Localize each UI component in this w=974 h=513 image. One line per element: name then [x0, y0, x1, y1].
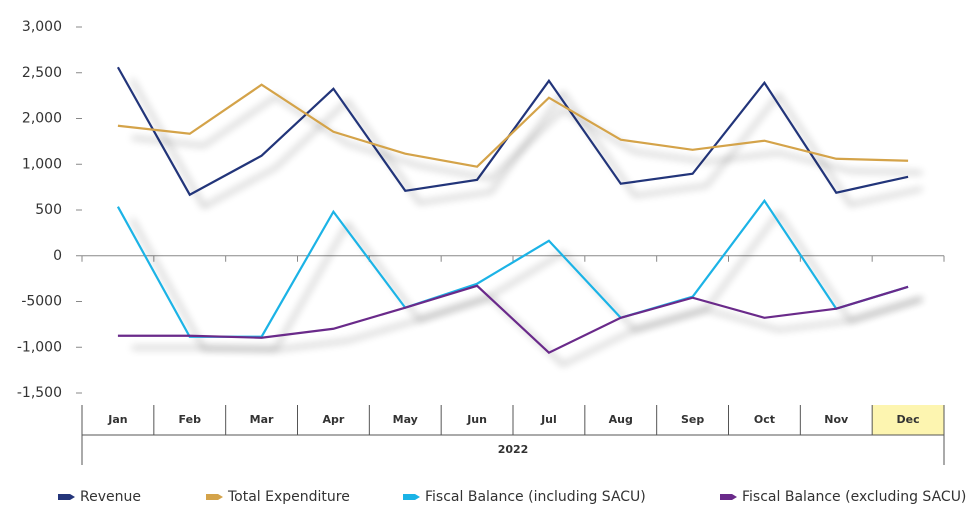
- legend-swatch: [403, 494, 420, 500]
- y-tick-label: -1,000: [17, 339, 62, 355]
- x-tick-label: Jan: [107, 413, 127, 426]
- x-tick-label: Sep: [681, 413, 704, 426]
- x-tick-label: Jul: [540, 413, 557, 426]
- legend-swatch: [720, 494, 737, 500]
- legend-label: Revenue: [80, 489, 141, 505]
- y-tick-label: 1,000: [22, 156, 62, 172]
- y-tick-label: -1,500: [17, 385, 62, 401]
- y-tick-label: 500: [35, 202, 62, 218]
- series-line: [117, 83, 909, 168]
- x-tick-label: Aug: [609, 413, 633, 426]
- legend-label: Total Expenditure: [227, 489, 350, 505]
- x-tick-label: Feb: [179, 413, 202, 426]
- y-tick-label: 2,500: [22, 65, 62, 81]
- legend-swatch: [206, 494, 223, 500]
- x-tick-label: Nov: [824, 413, 849, 426]
- x-tick-label: Dec: [897, 413, 920, 426]
- highlight-cell: [872, 405, 944, 435]
- series-line: [116, 66, 909, 197]
- x-tick-label: Oct: [754, 413, 775, 426]
- legend-label: Fiscal Balance (including SACU): [425, 489, 646, 505]
- x-tick-label: Apr: [323, 413, 345, 426]
- x-tick-label: Mar: [250, 413, 274, 426]
- series-line: [116, 198, 909, 338]
- x-tick-label: Jun: [466, 413, 487, 426]
- series-line: [117, 284, 909, 355]
- legend-swatch: [58, 494, 75, 500]
- legend-label: Fiscal Balance (excluding SACU): [742, 489, 966, 505]
- y-tick-label: -5000: [21, 294, 62, 310]
- y-tick-label: 2,000: [22, 111, 62, 127]
- x-tick-label: May: [393, 413, 418, 426]
- group-label: 2022: [498, 443, 529, 456]
- y-tick-label: 3,000: [22, 19, 62, 35]
- y-tick-label: 0: [53, 248, 62, 264]
